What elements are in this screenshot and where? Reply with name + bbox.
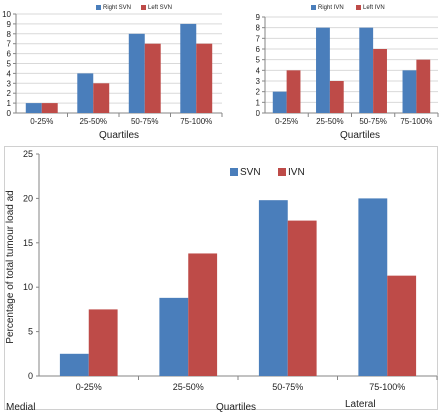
- bar-series1: [272, 91, 287, 113]
- bar-series2: [196, 43, 213, 114]
- y-tick-label: 6: [7, 50, 12, 59]
- chart-c-frame: [4, 146, 438, 410]
- x-tick-label: 25-50%: [173, 382, 204, 392]
- y-tick-label: 5: [7, 60, 12, 69]
- y-tick-label: 10: [2, 10, 11, 19]
- y-tick-label: 15: [23, 238, 33, 248]
- y-tick-label: 1: [256, 98, 261, 107]
- x-tick-label: 50-75%: [272, 382, 303, 392]
- y-tick-label: 8: [256, 24, 261, 33]
- bar-series1: [358, 198, 388, 376]
- y-tick-label: 1: [7, 99, 12, 108]
- x-tick-label: 75-100%: [369, 382, 405, 392]
- lateral-label: Lateral: [345, 399, 376, 410]
- y-tick-label: 2: [7, 89, 12, 98]
- bar-series1: [77, 73, 94, 113]
- x-axis-title: Quartiles: [216, 402, 256, 412]
- bar-series2: [88, 309, 118, 376]
- bar-series1: [258, 200, 288, 376]
- y-tick-label: 0: [256, 109, 261, 118]
- x-axis-title: Quartiles: [340, 130, 380, 141]
- y-tick-label: 3: [256, 77, 261, 86]
- legend-label: IVN: [288, 167, 305, 178]
- bar-series2: [188, 253, 218, 376]
- y-tick-label: 2: [256, 88, 261, 97]
- bar-series1: [128, 33, 145, 113]
- bar-series2: [144, 43, 161, 114]
- bar-series1: [402, 70, 417, 113]
- y-tick-label: 8: [7, 30, 12, 39]
- bar-series2: [373, 49, 387, 113]
- legend-label: SVN: [240, 167, 261, 178]
- legend-swatch: [230, 168, 238, 176]
- y-tick-label: 0: [7, 109, 12, 118]
- y-tick-label: 5: [28, 327, 33, 337]
- bar-series2: [387, 275, 417, 376]
- bar-series2: [329, 81, 344, 113]
- y-tick-label: 25: [23, 149, 33, 159]
- legend-swatch: [141, 5, 146, 10]
- x-tick-label: 0-25%: [30, 117, 53, 126]
- bar-series1: [359, 27, 374, 114]
- legend-swatch: [311, 5, 316, 10]
- bar-series1: [25, 103, 42, 113]
- y-axis-title: Percentage of total tumour load ad: [5, 190, 16, 343]
- chart-c-svg: 0 5 10 15 20 25 0-25% 25-50% 50-75% 75-100% Quarti…: [5, 149, 438, 412]
- medial-label: Medial: [6, 402, 35, 412]
- x-tick-label: 50-75%: [131, 117, 159, 126]
- bar-series1: [180, 23, 197, 113]
- bar-series1: [159, 297, 189, 376]
- x-tick-label: 0-25%: [275, 117, 298, 126]
- x-tick-label: 75-100%: [180, 117, 212, 126]
- x-tick-label: 0-25%: [76, 382, 102, 392]
- x-tick-label: 25-50%: [79, 117, 107, 126]
- y-tick-label: 5: [256, 56, 261, 65]
- legend-swatch: [96, 5, 101, 10]
- bar-series1: [316, 27, 330, 114]
- bar-series2: [41, 103, 58, 113]
- y-tick-label: 7: [7, 40, 12, 49]
- legend-swatch: [356, 5, 361, 10]
- chart-right-left-svn: 0 1 2 3 4 5 6 7 8 9 10 0-25% 25-50% 50-75% 75-100% Quar…: [0, 0, 228, 146]
- bar-series1: [59, 353, 89, 376]
- y-tick-label: 9: [256, 13, 261, 22]
- x-tick-label: 75-100%: [400, 117, 432, 126]
- chart-right-left-ivn: 0 1 2 3 4 5 6 7 8 9 0-25% 25-50% 50-75% 75-100% Quarti…: [256, 0, 440, 146]
- x-axis-title: Quartiles: [99, 130, 139, 141]
- x-tick-label: 50-75%: [359, 117, 387, 126]
- y-tick-label: 0: [28, 371, 33, 381]
- y-tick-label: 20: [23, 193, 33, 203]
- y-tick-label: 6: [256, 45, 261, 54]
- y-tick-label: 4: [7, 69, 12, 78]
- legend-label: Right IVN: [318, 5, 344, 11]
- bar-series2: [416, 59, 431, 113]
- bar-series2: [287, 220, 317, 376]
- chart-svn-ivn-percentage: 0 5 10 15 20 25 0-25% 25-50% 50-75% 75-100% Quarti…: [0, 146, 440, 412]
- y-tick-label: 7: [256, 34, 261, 43]
- y-tick-label: 4: [256, 66, 261, 75]
- y-tick-label: 10: [23, 282, 33, 292]
- legend-label: Left SVN: [148, 5, 172, 11]
- legend-swatch: [278, 168, 286, 176]
- chart-b-svg: 0 12 3 45 6 78 9 0-25% 25-50% 50-75% 75-100% Quarti…: [256, 5, 439, 141]
- y-tick-label: 9: [7, 20, 12, 29]
- bar-series2: [93, 83, 110, 113]
- bar-series2: [286, 70, 301, 113]
- legend-label: Right SVN: [103, 5, 131, 11]
- legend-label: Left IVN: [363, 5, 385, 11]
- x-tick-label: 25-50%: [316, 117, 344, 126]
- y-tick-label: 3: [7, 79, 12, 88]
